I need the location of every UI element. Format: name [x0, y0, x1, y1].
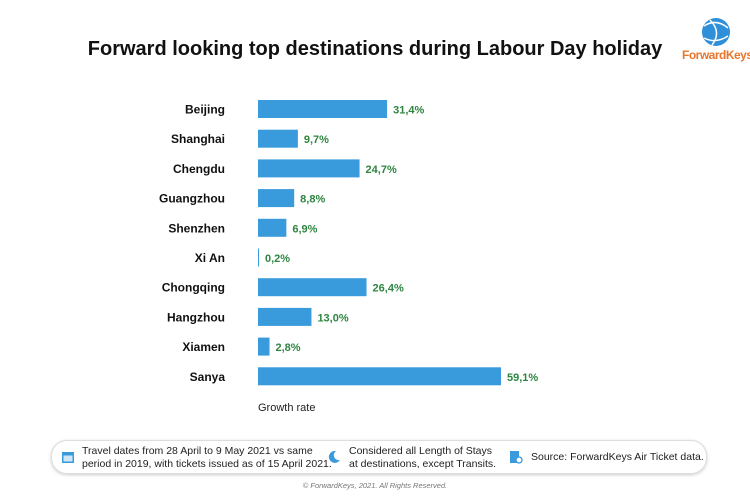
bar [258, 100, 388, 118]
x-axis-label: Growth rate [258, 402, 315, 414]
document-search-icon [510, 451, 523, 464]
copyright: © ForwardKeys, 2021. All Rights Reserved… [302, 481, 448, 490]
chart-title: Forward looking top destinations during … [87, 38, 663, 60]
category-label: Chengdu [173, 162, 225, 176]
bar [258, 218, 287, 237]
category-label: Shenzhen [168, 221, 225, 235]
bar [258, 129, 298, 148]
data-label: 9,7% [304, 134, 329, 146]
category-label: Shanghai [171, 132, 225, 146]
bar [258, 367, 501, 386]
note-line: period in 2019, with tickets issued as o… [82, 458, 332, 470]
data-label: 6,9% [292, 223, 317, 235]
data-label: 0,2% [265, 253, 290, 265]
data-label: 31,4% [393, 105, 424, 117]
moon-icon [328, 450, 340, 463]
calendar-icon [62, 452, 74, 463]
category-label: Hangzhou [167, 310, 225, 324]
category-label: Chongqing [162, 281, 225, 295]
note-line: at destinations, except Transits. [349, 458, 497, 470]
bar-chart: Beijing 31,4% Shanghai 9,7% Chengdu 24,7% Guan… [159, 100, 538, 414]
bar [258, 248, 259, 267]
source-note: Source: ForwardKeys Air Ticket data. [531, 451, 704, 464]
data-label: 8,8% [300, 194, 325, 206]
category-label: Xi An [195, 251, 225, 265]
note-line: Considered all Length of Stays [349, 445, 493, 457]
category-label: Beijing [185, 103, 225, 117]
category-label: Sanya [190, 370, 226, 384]
data-label: 24,7% [366, 164, 397, 176]
category-label: Xiamen [182, 340, 225, 354]
note-line: Source: ForwardKeys Air Ticket data. [531, 451, 704, 463]
note-line: Travel dates from 28 April to 9 May 2021… [82, 445, 313, 457]
data-label: 2,8% [276, 342, 301, 354]
bar [258, 189, 295, 208]
bar [258, 337, 270, 356]
bar [258, 278, 367, 297]
length-of-stay-note: Considered all Length of Stays at destin… [349, 445, 496, 471]
category-label: Guangzhou [159, 192, 225, 206]
bar [258, 159, 360, 178]
data-label: 26,4% [373, 283, 404, 295]
globe-icon [702, 18, 730, 46]
forwardkeys-logo: ForwardKeys [682, 14, 750, 70]
travel-dates-note: Travel dates from 28 April to 9 May 2021… [82, 445, 332, 471]
data-label: 59,1% [507, 372, 538, 384]
logo-text: ForwardKeys [682, 48, 750, 62]
footer-notes: Travel dates from 28 April to 9 May 2021… [51, 440, 707, 474]
data-label: 13,0% [317, 312, 348, 324]
bar [258, 307, 312, 326]
